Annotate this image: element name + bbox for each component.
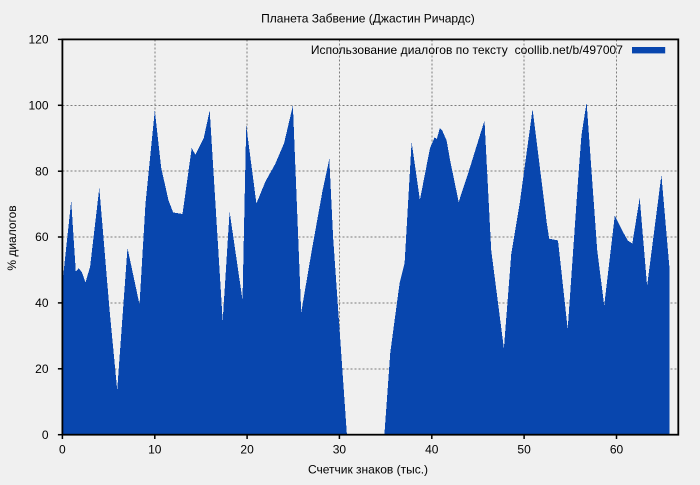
svg-text:100: 100 (28, 98, 48, 112)
svg-text:Использование диалогов по текс: Использование диалогов по тексту coollib… (311, 43, 623, 57)
svg-text:40: 40 (425, 443, 439, 457)
svg-text:60: 60 (35, 230, 49, 244)
svg-text:80: 80 (35, 164, 49, 178)
svg-text:20: 20 (240, 443, 254, 457)
svg-text:120: 120 (28, 33, 48, 47)
svg-text:0: 0 (59, 443, 66, 457)
svg-text:20: 20 (35, 362, 49, 376)
svg-text:50: 50 (517, 443, 531, 457)
svg-text:% диалогов: % диалогов (5, 205, 19, 270)
svg-text:30: 30 (333, 443, 347, 457)
svg-text:0: 0 (42, 428, 49, 442)
svg-text:40: 40 (35, 296, 49, 310)
svg-text:60: 60 (610, 443, 624, 457)
svg-text:Планета Забвение (Джастин Рича: Планета Забвение (Джастин Ричардс) (261, 11, 475, 25)
svg-text:10: 10 (148, 443, 162, 457)
svg-text:Счетчик знаков (тыс.): Счетчик знаков (тыс.) (308, 463, 428, 477)
